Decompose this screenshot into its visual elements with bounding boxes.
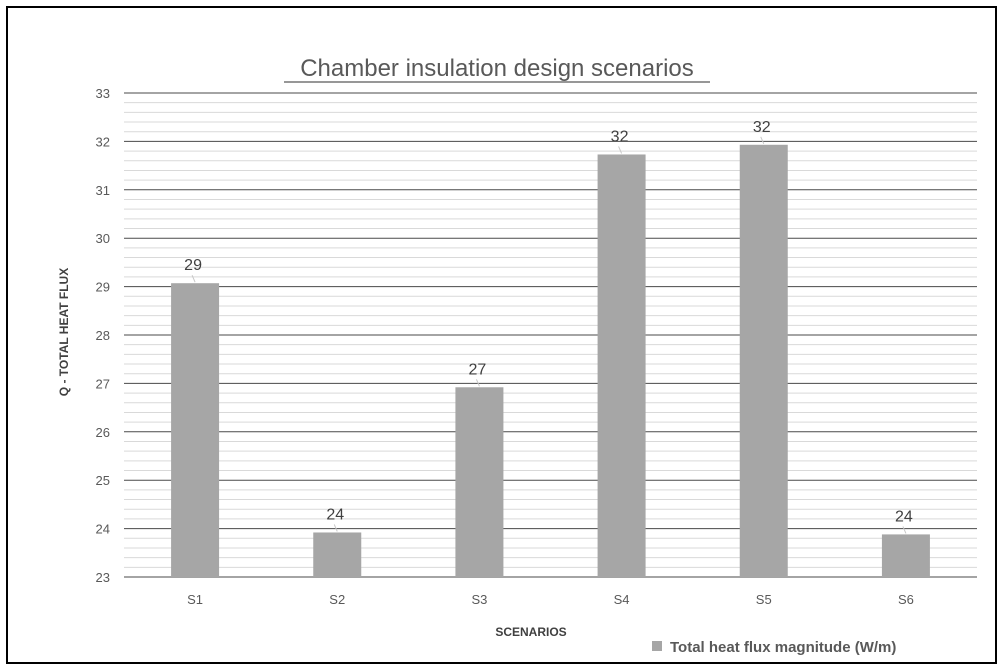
data-label: 27	[469, 361, 487, 378]
legend: Total heat flux magnitude (W/m)	[652, 639, 896, 656]
x-tick-label: S3	[471, 592, 487, 607]
data-label-leader	[902, 526, 907, 534]
data-label-leader	[760, 136, 765, 144]
data-label: 24	[895, 508, 913, 525]
bar-s2	[313, 532, 362, 577]
y-tick-label: 25	[96, 473, 110, 488]
y-tick-label: 31	[96, 183, 110, 198]
data-label: 32	[611, 128, 629, 145]
x-axis-title: SCENARIOS	[495, 625, 566, 639]
data-label-leader	[191, 275, 196, 283]
bar-s3	[455, 387, 504, 577]
y-tick-label: 23	[96, 570, 110, 585]
y-axis-title: Q - TOTAL HEAT FLUX	[57, 268, 71, 396]
data-label: 24	[326, 506, 344, 523]
data-label: 32	[753, 119, 771, 136]
chart-title: Chamber insulation design scenarios	[300, 55, 694, 82]
data-labels: 29 24 27 32 32 24	[184, 119, 913, 534]
x-tick-label: S1	[187, 592, 203, 607]
x-tick-label: S4	[614, 592, 630, 607]
grid-lines	[124, 92, 977, 578]
data-label-leader	[475, 379, 480, 387]
x-tick-label: S2	[329, 592, 345, 607]
legend-swatch	[652, 641, 662, 651]
y-tick-label: 29	[96, 280, 110, 295]
x-axis-ticks: S1 S2 S3 S4 S5 S6	[187, 592, 914, 607]
bar-s6	[881, 534, 930, 577]
data-label-leader	[333, 524, 338, 532]
y-axis-ticks: 23 24 25 26 27 28 29 30 31 32 33	[96, 86, 110, 585]
y-tick-label: 27	[96, 376, 110, 391]
y-tick-label: 33	[96, 86, 110, 101]
data-label: 29	[184, 257, 202, 274]
bar-s5	[739, 144, 788, 577]
bar-s4	[597, 154, 646, 577]
x-tick-label: S6	[898, 592, 914, 607]
y-tick-label: 32	[96, 134, 110, 149]
y-tick-label: 28	[96, 328, 110, 343]
bars	[171, 144, 930, 577]
x-tick-label: S5	[756, 592, 772, 607]
bar-s1	[171, 283, 220, 577]
legend-label: Total heat flux magnitude (W/m)	[670, 639, 896, 656]
y-tick-label: 26	[96, 425, 110, 440]
y-tick-label: 24	[96, 522, 110, 537]
y-tick-label: 30	[96, 231, 110, 246]
data-label-leader	[618, 146, 623, 154]
